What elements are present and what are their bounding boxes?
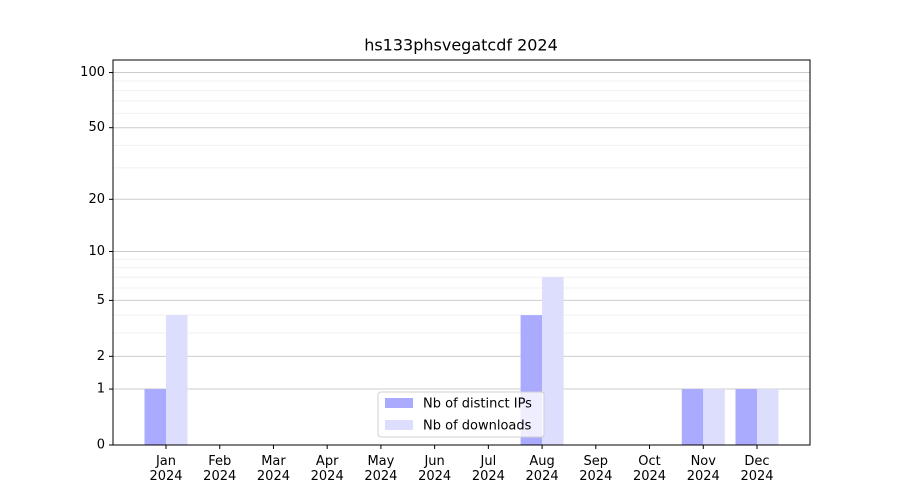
x-tick-label: Mar 2024 [256, 454, 290, 484]
x-tick-label: Jul 2024 [471, 454, 505, 484]
y-tick-label: 100 [80, 65, 105, 80]
x-tick-label: Aug 2024 [525, 454, 559, 484]
legend [377, 391, 545, 438]
bar [703, 389, 725, 445]
bar [542, 277, 564, 445]
x-tick-label: Nov 2024 [686, 454, 720, 484]
x-tick-label: Oct 2024 [632, 454, 667, 484]
x-tick-label: May 2024 [364, 454, 398, 484]
x-tick-label: Jun 2024 [418, 454, 452, 484]
legend-swatch [385, 420, 413, 430]
y-tick-label: 50 [88, 120, 105, 135]
bar [144, 389, 166, 445]
y-tick-label: 20 [88, 192, 105, 207]
legend-label: Nb of distinct IPs [423, 397, 532, 412]
x-tick-label: Dec 2024 [740, 454, 774, 484]
x-tick-label: Apr 2024 [310, 454, 344, 484]
x-tick-label: Jan 2024 [149, 454, 183, 484]
chart-title: hs133phsvegatcdf 2024 [364, 36, 558, 55]
legend-label: Nb of downloads [423, 419, 532, 434]
bar [681, 389, 704, 445]
bar [166, 315, 188, 445]
x-tick-label: Feb 2024 [203, 454, 237, 484]
legend-swatch [385, 398, 413, 408]
y-tick-label: 1 [97, 382, 105, 397]
bar [735, 389, 757, 445]
x-tick-label: Sep 2024 [579, 454, 613, 484]
y-tick-label: 0 [97, 438, 105, 453]
y-tick-label: 10 [88, 244, 105, 259]
bar [757, 389, 779, 445]
y-tick-label: 5 [97, 293, 105, 308]
y-tick-label: 2 [97, 349, 105, 364]
plot-frame [112, 59, 811, 446]
